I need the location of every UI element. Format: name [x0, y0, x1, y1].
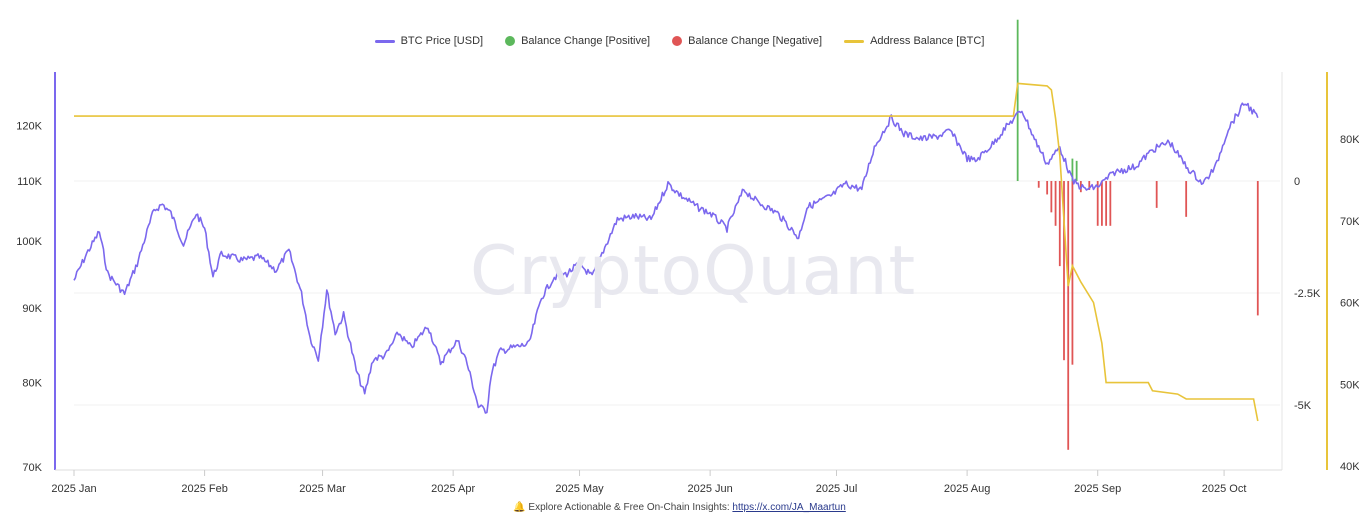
- x-tick-label: 2025 Oct: [1202, 483, 1247, 495]
- balance-tick-label: 60K: [1340, 298, 1359, 310]
- legend-swatch: [844, 39, 865, 43]
- change-tick-label: -5K: [1294, 400, 1312, 412]
- legend-item-2[interactable]: Balance Change [Negative]: [672, 35, 822, 47]
- x-tick-label: 2025 Jun: [687, 483, 732, 495]
- negative-change-bar: [1096, 181, 1099, 226]
- change-tick-label: 0: [1294, 176, 1300, 188]
- balance-tick-label: 50K: [1340, 379, 1359, 391]
- x-tick-label: 2025 Feb: [181, 483, 227, 495]
- axes: 70K 80K 90K 100K 110K 120K 0 -2.5K -5K 40K 50K 60K 7…: [16, 72, 1359, 495]
- legend-swatch: [374, 39, 395, 43]
- negative-change-bar: [1063, 181, 1065, 361]
- negative-change-bar: [1101, 181, 1103, 226]
- legend-swatch: [672, 36, 683, 46]
- footer-text: Explore Actionable & Free On-Chain Insig…: [528, 502, 730, 513]
- footer-link[interactable]: https://x.com/JA_Maartun: [732, 502, 846, 513]
- negative-change-bar: [1155, 181, 1158, 208]
- x-tick-label: 2025 Mar: [299, 483, 346, 495]
- negative-change-bar: [1088, 181, 1091, 190]
- x-tick-label: 2025 Jan: [51, 483, 96, 495]
- legend-item-1[interactable]: Balance Change [Positive]: [505, 35, 650, 47]
- address-balance-line: [74, 82, 1259, 422]
- positive-change-bar: [1016, 19, 1019, 181]
- legend-label: Balance Change [Positive]: [521, 35, 651, 47]
- x-tick-label: 2025 May: [555, 483, 604, 495]
- negative-change-bar: [1185, 181, 1188, 217]
- negative-change-bar: [1037, 181, 1040, 188]
- chart-legend: BTC Price [USD] Balance Change [Positive]…: [0, 35, 1359, 47]
- x-tick-label: 2025 Aug: [944, 483, 991, 495]
- negative-change-bar: [1067, 181, 1070, 450]
- price-tick-label: 110K: [17, 176, 43, 188]
- negative-change-bar: [1058, 181, 1061, 267]
- legend-swatch: [505, 36, 516, 46]
- chart-plot: 70K 80K 90K 100K 110K 120K 0 -2.5K -5K 40K 50K 60K 7…: [16, 19, 1359, 495]
- footer: 🔔 Explore Actionable & Free On-Chain Ins…: [0, 502, 1359, 513]
- legend-item-3[interactable]: Address Balance [BTC]: [844, 35, 984, 47]
- balance-tick-label: 40K: [1340, 461, 1359, 473]
- negative-change-bar: [1256, 181, 1259, 316]
- negative-change-bar: [1105, 181, 1108, 226]
- balance-change-bars: [1016, 19, 1259, 450]
- price-tick-label: 120K: [16, 121, 42, 133]
- x-tick-label: 2025 Sep: [1074, 483, 1121, 495]
- negative-change-bar: [1046, 181, 1049, 195]
- price-tick-label: 90K: [22, 303, 42, 315]
- legend-label: BTC Price [USD]: [400, 35, 484, 47]
- positive-change-bar: [1075, 160, 1078, 181]
- negative-change-bar: [1054, 181, 1057, 226]
- negative-change-bar: [1071, 181, 1074, 365]
- legend-label: Address Balance [BTC]: [870, 35, 985, 47]
- legend-item-0[interactable]: BTC Price [USD]: [374, 35, 484, 47]
- balance-tick-label: 80K: [1340, 134, 1359, 146]
- series-lines: [73, 82, 1259, 422]
- legend-label: Balance Change [Negative]: [688, 35, 823, 47]
- change-tick-label: -2.5K: [1294, 288, 1321, 300]
- price-tick-label: 80K: [22, 377, 42, 389]
- balance-tick-label: 70K: [1340, 216, 1359, 228]
- gridlines: [74, 180, 1280, 406]
- negative-change-bar: [1050, 181, 1053, 213]
- price-tick-label: 70K: [22, 462, 42, 474]
- btc-price-line: [73, 102, 1259, 414]
- x-tick-label: 2025 Jul: [816, 483, 858, 495]
- price-tick-label: 100K: [16, 236, 42, 248]
- negative-change-bar: [1109, 181, 1112, 226]
- positive-change-bar: [1071, 158, 1074, 181]
- bell-icon: 🔔: [513, 502, 526, 513]
- x-tick-label: 2025 Apr: [431, 483, 475, 495]
